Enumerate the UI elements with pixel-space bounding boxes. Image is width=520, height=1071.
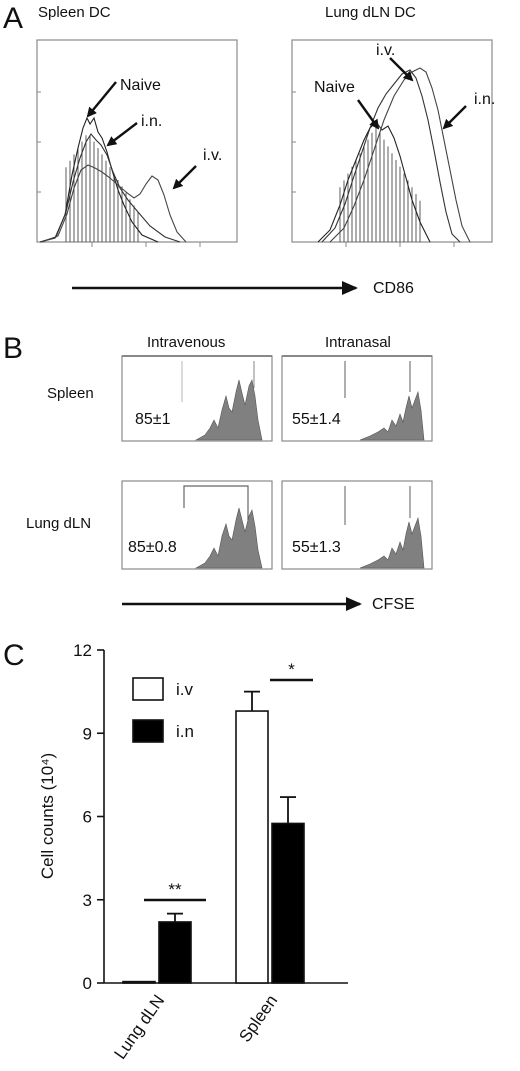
lung-dln-intranasal-histogram: 55±1.3 [281,480,433,570]
lung-dln-intravenous-value: 85±0.8 [128,539,177,556]
y-axis-ticks: 0 3 6 9 12 [73,641,104,993]
cfse-axis-label: CFSE [372,596,415,613]
lung-naive-label: Naive [314,79,355,96]
spleen-dc-histogram-frame [36,39,238,243]
spleen-intravenous-value: 85±1 [135,411,171,428]
y-tick-label: 9 [83,724,92,743]
panel-b-label: B [3,332,23,365]
lung-dln-dc-naive-curve [317,121,431,243]
y-tick-label: 6 [83,808,92,827]
lung-dln-dc-histogram [291,39,493,247]
significance-label: * [288,660,295,679]
y-tick-label: 3 [83,891,92,910]
spleen-intranasal-peaks [359,390,425,441]
spleen-intravenous-peaks [194,379,263,441]
intravenous-header: Intravenous [147,334,225,351]
lung-in-arrow [442,105,467,130]
lung-dln-dc-iv-curve [321,69,461,243]
panel-a-label: A [3,2,23,35]
panel-c-label: C [3,639,25,672]
y-axis-label: Cell counts (10⁴) [38,753,57,879]
spleen-in-arrow [106,122,138,147]
lung-dln-intravenous-peaks [194,507,263,569]
spleen-intranasal-value: 55±1.4 [292,411,341,428]
bar [122,980,156,984]
bars [122,690,305,984]
significance-label: ** [168,880,182,899]
spleen-dc-naive-hatching [65,135,139,242]
spleen-in-label: i.n. [141,113,162,130]
lung-dln-dc-x-ticks [345,242,455,247]
lung-dln-intranasal-value: 55±1.3 [292,539,341,556]
spleen-dc-x-ticks [91,242,201,247]
spleen-intravenous-histogram: 85±1 [121,355,273,442]
lung-naive-arrow [357,99,380,130]
lung-in-label: i.n. [474,91,495,108]
spleen-intranasal-histogram: 55±1.4 [281,355,433,442]
bar [235,710,269,984]
spleen-naive-label: Naive [120,77,161,94]
significance-markers: *** [144,660,313,902]
spleen-dc-iv-curve [41,164,187,243]
lung-iv-label: i.v. [376,42,395,59]
spleen-row-label: Spleen [47,385,94,402]
lung-dln-intravenous-histogram: 85±0.8 [121,480,273,570]
legend-swatch [132,677,164,701]
x-tick-label: Lung dLN [110,991,168,1062]
spleen-dc-title: Spleen DC [38,4,111,21]
legend-swatch [132,719,164,743]
spleen-dc-in-curve [39,133,181,243]
y-tick-label: 0 [83,974,92,993]
spleen-dc-histogram [36,39,238,247]
y-tick-label: 12 [73,641,92,660]
lung-dln-dc-in-curve [329,67,471,243]
spleen-dc-y-ticks [37,91,41,193]
lung-dln-dc-title: Lung dLN DC [325,4,416,21]
bar [158,921,192,984]
intranasal-header: Intranasal [325,334,391,351]
lung-dln-dc-y-ticks [292,91,296,193]
spleen-dc-naive-curve [39,116,159,243]
x-tick-label: Spleen [235,991,281,1045]
lung-iv-arrow [389,57,414,82]
bar [271,822,305,984]
lung-dln-intranasal-peaks [359,516,425,569]
legend: i.v i.n [132,677,194,743]
legend-label: i.v [176,680,194,699]
x-axis-ticks: Lung dLN Spleen [110,991,281,1062]
lung-dln-row-label: Lung dLN [26,515,91,532]
legend-label: i.n [176,722,194,741]
spleen-iv-label: i.v. [203,147,222,164]
lung-dln-intravenous-gate [183,485,249,520]
cd86-axis-label: CD86 [373,280,414,297]
spleen-naive-arrow [86,81,117,118]
spleen-iv-arrow [172,165,197,190]
